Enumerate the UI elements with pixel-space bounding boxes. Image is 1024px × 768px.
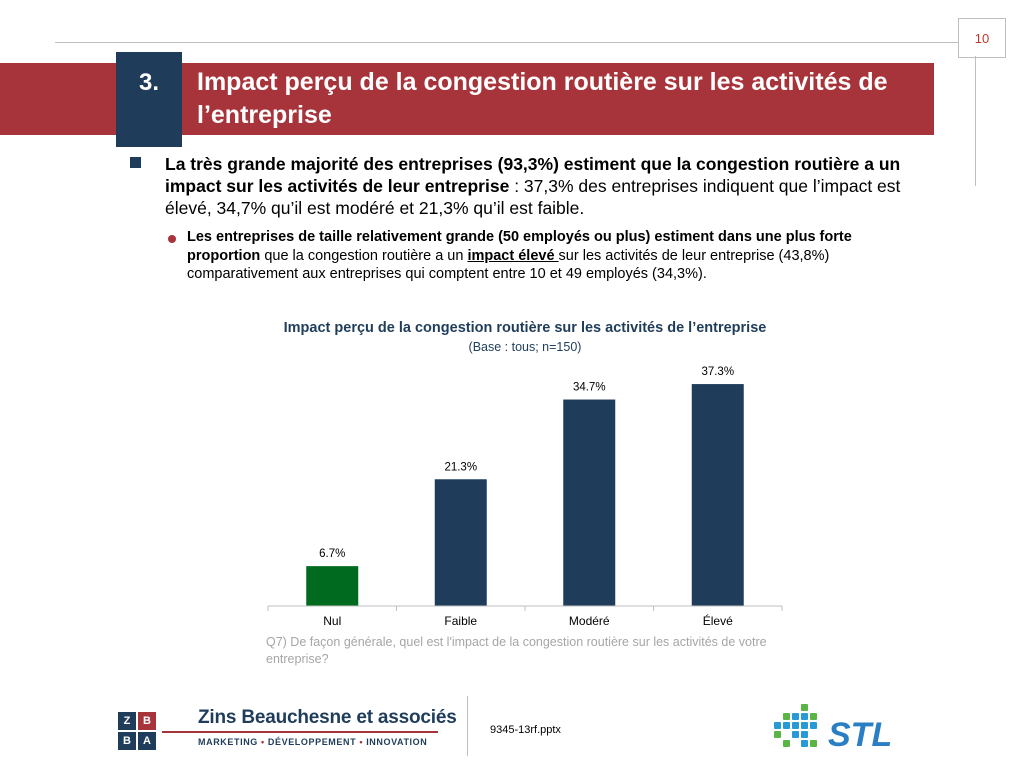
tagline-item: INNOVATION (366, 737, 428, 747)
bullet-2-part3: sur les activités de leur entreprise (43… (187, 247, 830, 283)
zba-logo: Z B B A (118, 712, 156, 750)
bullet-2-part2: que la congestion routière a un (260, 247, 468, 264)
bar-modéré (563, 399, 616, 606)
file-name: 9345-13rf.pptx (490, 724, 561, 736)
bar-chart: 6.7% Nul 21.3% Faible 34.7% Modéré 37.3% Élevé (267, 366, 783, 628)
logo-cell: Z (118, 712, 136, 730)
company-tagline: MARKETING • DÉVELOPPEMENT • INNOVATION (198, 737, 428, 747)
top-rule (55, 42, 958, 43)
right-rule (975, 56, 976, 186)
category-label: Nul (323, 614, 341, 628)
chart-subtitle: (Base : tous; n=150) (468, 340, 582, 354)
survey-question: Q7) De façon générale, quel est l'impact… (266, 635, 767, 666)
bullet-2: Les entreprises de taille relativement g… (187, 228, 907, 284)
bullet-1-bold: La très grande majorité des entreprises … (165, 154, 901, 196)
round-bullet-icon (168, 235, 176, 243)
stl-logo: STL (774, 704, 892, 754)
company-underline (162, 731, 438, 733)
tagline-item: MARKETING (198, 737, 258, 747)
bullet-1: La très grande majorité des entreprises … (165, 153, 905, 219)
category-label: Modéré (569, 614, 610, 628)
bar-value-label: 21.3% (444, 461, 477, 473)
bar-value-label: 6.7% (319, 548, 345, 560)
chart-title: Impact perçu de la congestion routière s… (283, 320, 767, 336)
bar-value-label: 37.3% (701, 366, 734, 378)
logo-cell: A (138, 732, 156, 750)
square-bullet-icon (130, 157, 141, 168)
bullet-2-bold: Les entreprises de taille relativement g… (187, 229, 852, 264)
category-label: Élevé (703, 613, 733, 628)
bar-élevé (691, 384, 744, 606)
bar-value-label: 34.7% (573, 382, 606, 394)
bar-faible (434, 479, 487, 606)
section-number: 3. (116, 52, 182, 147)
company-name: Zins Beauchesne et associés (198, 707, 457, 728)
bar-nul (306, 566, 359, 606)
bullet-1-rest: : 37,3% des entreprises indiquent que l’… (165, 176, 901, 218)
category-label: Faible (444, 614, 477, 628)
footer-divider (467, 696, 468, 756)
tagline-item: DÉVELOPPEMENT (267, 737, 357, 747)
bullet-2-underlined: impact élevé (467, 247, 559, 264)
page-number: 10 (958, 18, 1006, 58)
logo-cell: B (138, 712, 156, 730)
stl-logo-text: STL (828, 716, 892, 754)
logo-cell: B (118, 732, 136, 750)
slide-title: Impact perçu de la congestion routière s… (197, 68, 888, 129)
